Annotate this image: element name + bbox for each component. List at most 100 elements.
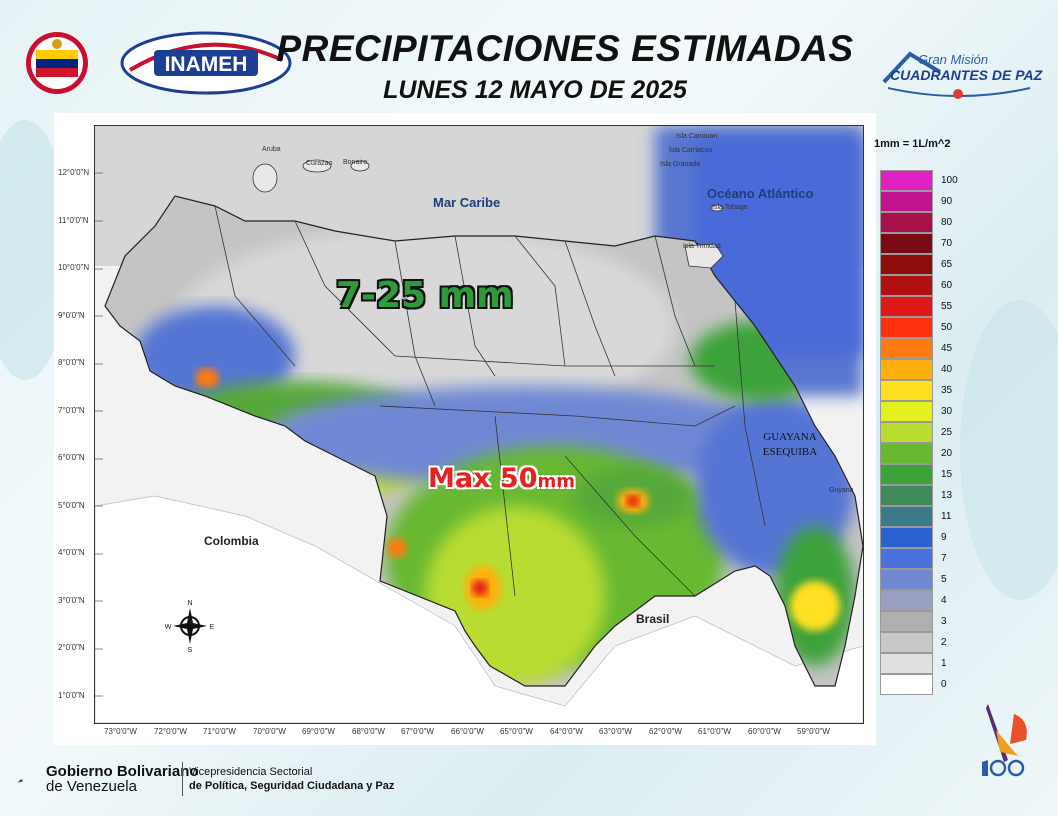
lat-tick: 5°0'0"N bbox=[58, 501, 85, 510]
legend-value: 70 bbox=[941, 238, 953, 249]
legend-swatch bbox=[880, 233, 933, 254]
page-subtitle: LUNES 12 MAYO DE 2025 bbox=[383, 76, 687, 104]
label-guayana-esequiba: GUAYANA ESEQUIBA bbox=[750, 430, 830, 460]
legend-item: 50 bbox=[880, 317, 990, 338]
legend-value: 40 bbox=[941, 364, 953, 375]
label-colombia: Colombia bbox=[204, 534, 259, 548]
legend-value: 90 bbox=[941, 196, 953, 207]
legend-item: 30 bbox=[880, 401, 990, 422]
legend-item: 3 bbox=[880, 611, 990, 632]
gran-mision-top-text: Gran Misión bbox=[918, 52, 988, 67]
label-granada: Isla Granada bbox=[660, 161, 701, 168]
label-carriacou: Isla Carriacou bbox=[669, 147, 713, 154]
legend-item: 25 bbox=[880, 422, 990, 443]
lat-tick: 7°0'0"N bbox=[58, 406, 85, 415]
guayana-line2: ESEQUIBA bbox=[762, 446, 818, 458]
legend-swatch bbox=[880, 191, 933, 212]
precipitation-map bbox=[94, 125, 864, 724]
legend-swatch bbox=[880, 611, 933, 632]
legend-value: 20 bbox=[941, 448, 953, 459]
legend-value: 50 bbox=[941, 322, 953, 333]
legend-item: 65 bbox=[880, 254, 990, 275]
label-trinidad: Isla Trinidad bbox=[683, 243, 721, 250]
legend-value: 5 bbox=[941, 574, 947, 585]
lat-tick: 12°0'0"N bbox=[58, 168, 90, 177]
legend-item: 7 bbox=[880, 548, 990, 569]
lon-tick: 60°0'0"W bbox=[748, 727, 781, 736]
legend-swatch bbox=[880, 401, 933, 422]
legend-swatch bbox=[880, 590, 933, 611]
lat-tick: 4°0'0"N bbox=[58, 548, 85, 557]
legend-item: 9 bbox=[880, 527, 990, 548]
max-callout: Max 50mm bbox=[428, 463, 575, 494]
gran-mision-logo: Gran Misión CUADRANTES DE PAZ bbox=[882, 51, 1043, 99]
bicentenario-logo bbox=[982, 704, 1027, 777]
lat-tick: 11°0'0"N bbox=[58, 216, 89, 225]
lat-tick: 2°0'0"N bbox=[58, 643, 85, 652]
legend-swatch bbox=[880, 296, 933, 317]
legend-swatch bbox=[880, 359, 933, 380]
legend-item: 2 bbox=[880, 632, 990, 653]
lon-tick: 62°0'0"W bbox=[649, 727, 682, 736]
label-bonaire: Bonaire bbox=[343, 159, 368, 166]
inameh-logo: INAMEH bbox=[120, 31, 292, 95]
legend-value: 15 bbox=[941, 469, 953, 480]
vicepresidencia-text: Vicepresidencia Sectorial de Política, S… bbox=[189, 765, 394, 793]
legend-value: 11 bbox=[941, 511, 952, 522]
lon-tick: 70°0'0"W bbox=[253, 727, 286, 736]
legend-swatch bbox=[880, 674, 933, 695]
label-mar-caribe: Mar Caribe bbox=[433, 195, 501, 210]
legend-value: 1 bbox=[941, 658, 947, 669]
legend-value: 65 bbox=[941, 259, 953, 270]
lon-tick: 67°0'0"W bbox=[401, 727, 434, 736]
legend-item: 80 bbox=[880, 212, 990, 233]
legend-swatch bbox=[880, 653, 933, 674]
legend-swatch bbox=[880, 527, 933, 548]
legend-item: 13 bbox=[880, 485, 990, 506]
legend-title: 1mm = 1L/m^2 bbox=[874, 138, 951, 150]
footer-divider bbox=[182, 762, 183, 796]
lat-tick: 3°0'0"N bbox=[58, 596, 85, 605]
lat-tick: 8°0'0"N bbox=[58, 358, 85, 367]
legend-value: 13 bbox=[941, 490, 953, 501]
page-title: PRECIPITACIONES ESTIMADAS bbox=[276, 28, 854, 69]
legend-value: 30 bbox=[941, 406, 953, 417]
legend: 100 90 80 70 65 60 55 50 45 40 35 30 25 20 15 13 11 9 7 5 4 3… bbox=[880, 170, 990, 695]
legend-value: 60 bbox=[941, 280, 953, 291]
max-callout-unit: mm bbox=[537, 471, 575, 492]
lat-tick: 9°0'0"N bbox=[58, 311, 85, 320]
legend-item: 55 bbox=[880, 296, 990, 317]
lon-tick: 61°0'0"W bbox=[698, 727, 731, 736]
legend-swatch bbox=[880, 422, 933, 443]
legend-item: 20 bbox=[880, 443, 990, 464]
label-canouan: Isla Canouan bbox=[676, 133, 718, 140]
gobierno-bold: Gobierno Bolivariano bbox=[46, 763, 199, 780]
range-callout: 7-25 mm bbox=[336, 275, 514, 316]
legend-item: 100 bbox=[880, 170, 990, 191]
lon-tick: 65°0'0"W bbox=[500, 727, 533, 736]
legend-item: 5 bbox=[880, 569, 990, 590]
lon-tick: 69°0'0"W bbox=[302, 727, 335, 736]
lat-tick: 6°0'0"N bbox=[58, 453, 85, 462]
compass-e: E bbox=[210, 624, 215, 631]
legend-swatch bbox=[880, 317, 933, 338]
legend-swatch bbox=[880, 254, 933, 275]
lon-tick: 71°0'0"W bbox=[203, 727, 236, 736]
inameh-logo-text: INAMEH bbox=[165, 53, 248, 76]
lon-tick: 68°0'0"W bbox=[352, 727, 385, 736]
legend-value: 35 bbox=[941, 385, 953, 396]
lat-tick: 10°0'0"N bbox=[58, 263, 90, 272]
legend-value: 100 bbox=[941, 175, 958, 186]
legend-value: 9 bbox=[941, 532, 947, 543]
legend-swatch bbox=[880, 443, 933, 464]
legend-value: 3 bbox=[941, 616, 947, 627]
legend-value: 80 bbox=[941, 217, 953, 228]
lon-tick: 73°0'0"W bbox=[104, 727, 137, 736]
label-brasil: Brasil bbox=[636, 612, 670, 626]
lon-tick: 59°0'0"W bbox=[797, 727, 830, 736]
legend-value: 4 bbox=[941, 595, 947, 606]
gobierno-text: Gobierno Bolivariano de Venezuela bbox=[46, 764, 199, 794]
legend-value: 55 bbox=[941, 301, 953, 312]
label-aruba: Aruba bbox=[262, 146, 281, 153]
venezuela-seal-logo bbox=[26, 32, 88, 94]
